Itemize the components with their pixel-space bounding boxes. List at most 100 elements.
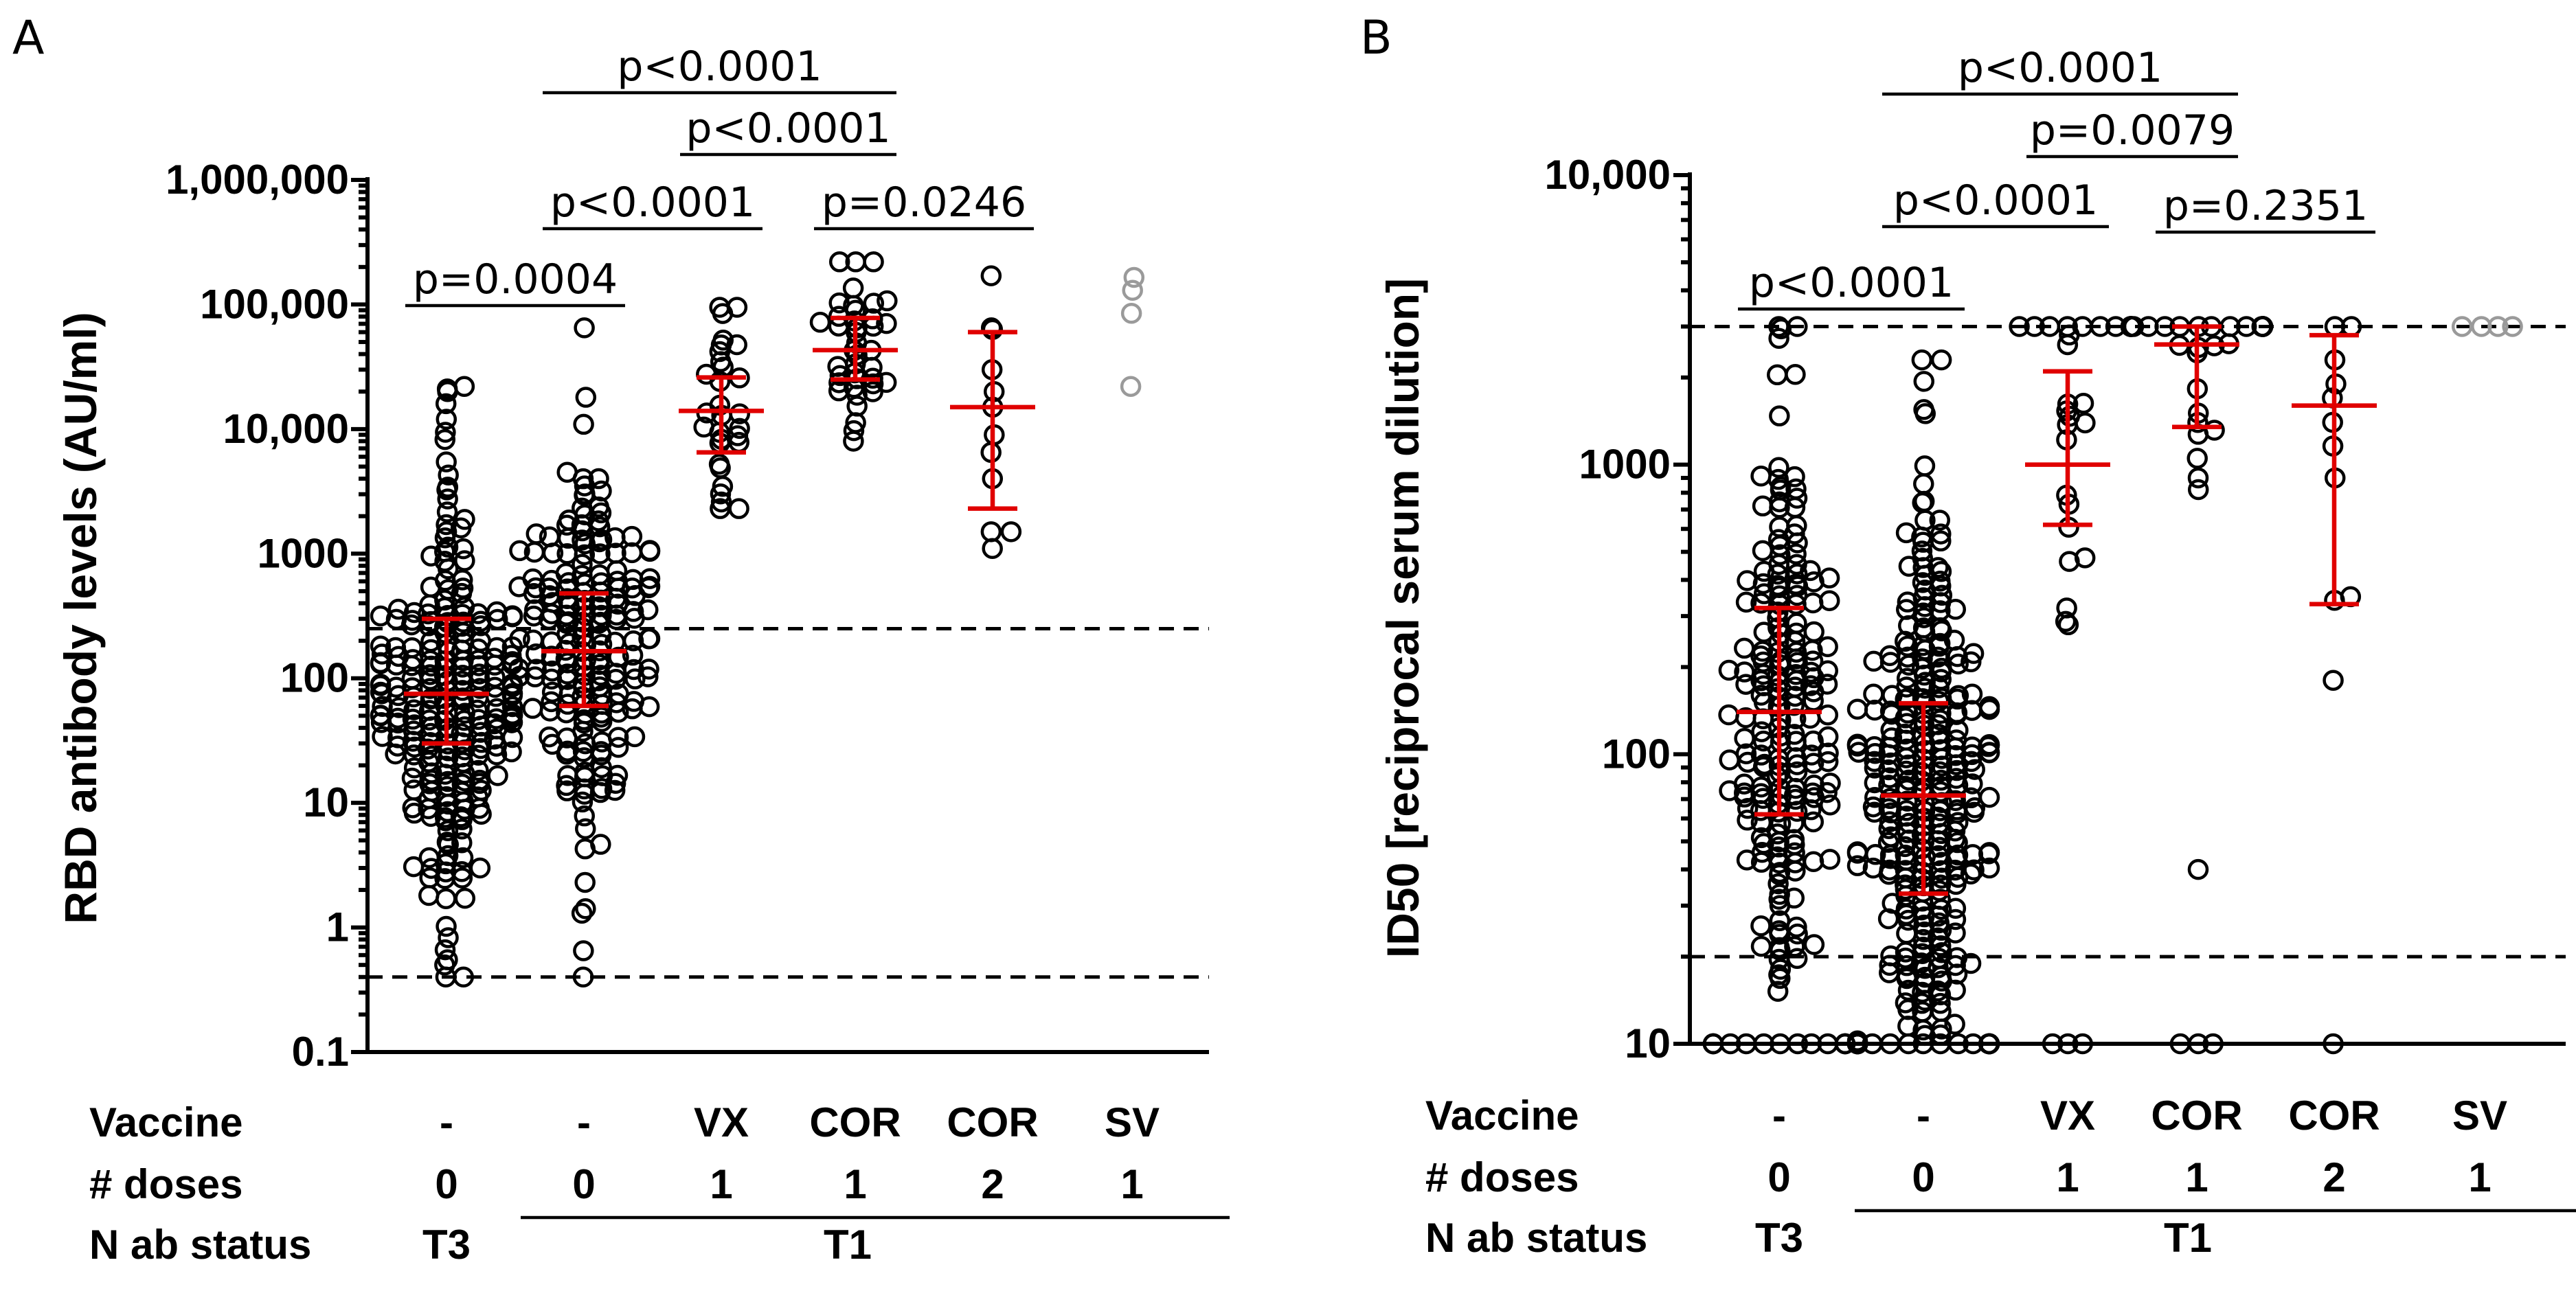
y-tick-label: 10 <box>303 779 349 825</box>
status-label: T3 <box>1755 1215 1803 1261</box>
data-point <box>591 778 613 799</box>
data-point <box>1894 723 1916 745</box>
data-point <box>434 429 456 450</box>
data-point <box>1964 797 1986 819</box>
data-point <box>1750 935 1772 957</box>
data-point <box>1803 934 1825 955</box>
data-point <box>639 575 661 597</box>
data-point <box>436 501 458 523</box>
data-point <box>469 857 491 879</box>
status-label: T1 <box>824 1222 872 1268</box>
data-point <box>729 418 750 439</box>
data-point <box>1786 761 1808 783</box>
data-point <box>1784 685 1806 707</box>
panel-a: A1,000,000100,00010,00010001001010.1RBD … <box>12 11 1230 1268</box>
data-point <box>1846 733 1868 755</box>
data-point <box>573 940 594 961</box>
data-point <box>402 709 424 730</box>
data-point <box>501 696 523 718</box>
data-point <box>1786 563 1808 584</box>
data-point <box>541 660 563 682</box>
data-point <box>1737 570 1758 591</box>
data-point <box>2187 858 2209 880</box>
data-point <box>590 624 612 646</box>
data-point <box>453 709 475 731</box>
data-point <box>1123 266 1145 288</box>
data-point <box>708 453 730 475</box>
data-point <box>1878 798 1900 819</box>
data-point <box>370 605 392 627</box>
status-label: T3 <box>422 1222 471 1268</box>
data-point <box>1818 590 1840 612</box>
data-point <box>1978 857 2000 879</box>
data-point <box>591 757 612 779</box>
data-point <box>437 477 459 498</box>
data-point <box>624 726 646 748</box>
data-point <box>639 540 661 561</box>
y-axis-label: RBD antibody levels (AU/ml) <box>55 312 106 924</box>
data-point <box>574 317 595 339</box>
data-point <box>526 643 547 665</box>
data-point <box>436 832 458 853</box>
data-point <box>1930 530 1952 552</box>
data-point <box>1929 510 1950 531</box>
data-point <box>574 805 596 827</box>
data-point <box>1122 279 1143 301</box>
data-point <box>452 847 474 869</box>
data-point <box>843 420 865 442</box>
data-point <box>572 966 594 988</box>
data-point <box>2252 316 2274 337</box>
data-point <box>1931 941 1952 963</box>
data-point <box>638 659 659 680</box>
data-point <box>1769 910 1791 932</box>
data-point <box>524 599 545 621</box>
data-point <box>1947 812 1969 833</box>
data-point <box>729 403 751 424</box>
data-point <box>2055 610 2077 632</box>
p-value-label: p=0.0004 <box>413 255 618 304</box>
data-point <box>863 293 885 314</box>
data-point <box>1768 457 1789 479</box>
data-point <box>574 871 596 893</box>
data-point <box>621 525 643 547</box>
data-point <box>1817 726 1839 748</box>
data-point <box>434 551 455 572</box>
data-point <box>556 542 578 564</box>
data-point <box>541 691 562 713</box>
vaccine-label: - <box>1772 1093 1786 1139</box>
data-point <box>1947 685 1969 707</box>
p-value-label: p<0.0001 <box>617 43 822 91</box>
data-point <box>591 604 612 626</box>
data-point <box>1930 523 1952 545</box>
vaccine-label: VX <box>694 1099 749 1145</box>
data-point <box>2204 420 2225 441</box>
data-point <box>842 277 864 299</box>
doses-label: 2 <box>981 1161 1004 1207</box>
data-point <box>1767 873 1789 895</box>
row-header-status: N ab status <box>89 1222 311 1268</box>
data-point <box>1911 540 1933 562</box>
data-point <box>1819 849 1841 870</box>
data-point <box>1787 1033 1809 1055</box>
data-point <box>370 705 392 726</box>
data-point <box>1718 659 1740 681</box>
data-point <box>575 387 597 408</box>
data-point <box>1945 898 1967 919</box>
data-point <box>1947 653 1969 675</box>
data-point <box>1945 790 1967 812</box>
data-point <box>573 413 594 435</box>
data-point <box>712 329 734 351</box>
data-point <box>402 649 424 670</box>
data-point <box>572 529 593 551</box>
data-point <box>1769 862 1791 883</box>
row-header-doses: # doses <box>89 1161 242 1207</box>
data-point <box>453 966 474 988</box>
data-point <box>1767 563 1789 585</box>
data-point <box>436 521 457 542</box>
data-point <box>1963 1033 1984 1055</box>
data-point <box>522 629 544 651</box>
data-point <box>828 380 850 402</box>
data-point <box>435 393 457 415</box>
data-point <box>451 832 473 854</box>
